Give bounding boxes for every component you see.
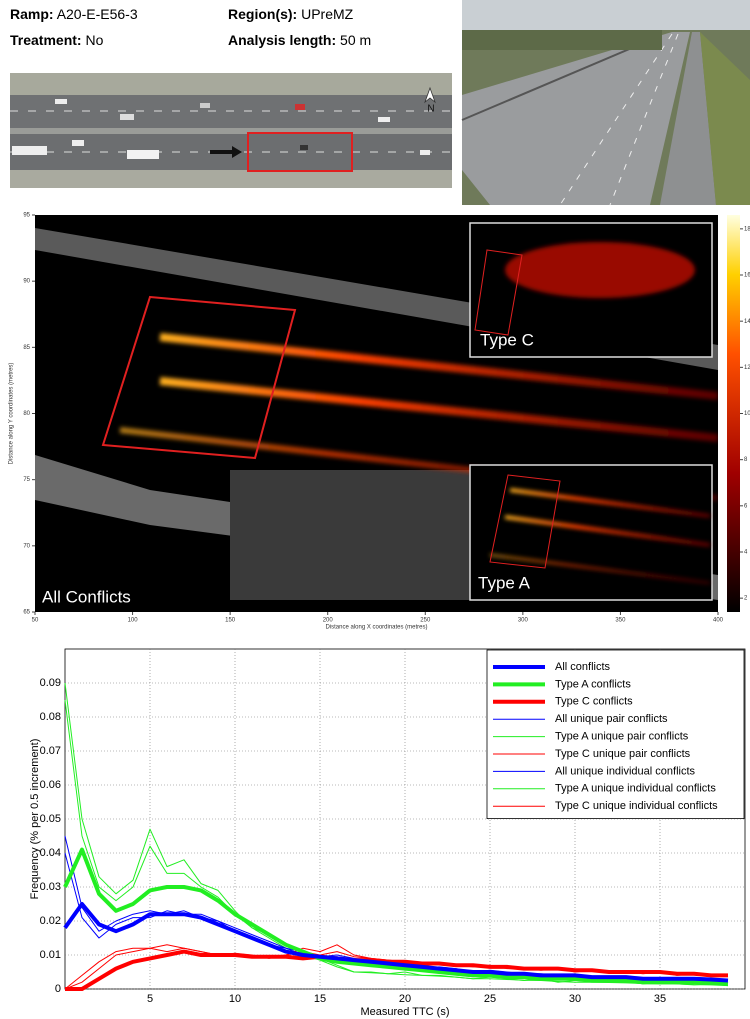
colorbar-tick-label: 14 — [744, 319, 750, 325]
y-tick-label: 70 — [23, 543, 30, 549]
north-label: N — [427, 104, 434, 115]
colorbar-tick-label: 8 — [744, 457, 748, 463]
series-line — [63, 847, 729, 986]
length-value: 50 m — [340, 32, 371, 48]
y-tick-label: 0.06 — [40, 779, 61, 791]
ramp-line: Ramp: A20-E-E56-3 — [10, 6, 138, 22]
y-tick-label: 0.03 — [40, 881, 61, 893]
length-label: Analysis length: — [228, 32, 336, 48]
y-tick-label: 0.01 — [40, 949, 61, 961]
x-tick-label: 350 — [615, 618, 626, 624]
panel-label: Type A — [478, 573, 531, 592]
legend-box — [486, 649, 745, 820]
x-tick-label: 10 — [229, 993, 241, 1005]
colorbar-tick-label: 18 — [744, 226, 750, 232]
legend-label: Type A conflicts — [555, 678, 631, 690]
ramp-value: A20-E-E56-3 — [57, 6, 138, 22]
colorbar-tick-label: 2 — [744, 596, 748, 602]
legend-label: Type C unique pair conflicts — [555, 748, 691, 760]
treatment-line: Treatment: No — [10, 32, 104, 48]
y-tick-label: 0.09 — [40, 677, 61, 689]
series-line — [64, 699, 729, 987]
region-label: Region(s): — [228, 6, 297, 22]
legend-label: All conflicts — [555, 661, 611, 673]
legend-label: All unique individual conflicts — [555, 765, 696, 777]
length-line: Analysis length: 50 m — [228, 32, 371, 48]
y-tick-label: 80 — [23, 411, 30, 417]
x-tick-label: 100 — [128, 618, 139, 624]
x-axis-label: Distance along X coordinates (metres) — [325, 625, 427, 631]
x-tick-label: 20 — [399, 993, 411, 1005]
panel-label: All Conflicts — [42, 587, 131, 606]
series-line — [65, 949, 728, 991]
x-tick-label: 150 — [225, 618, 236, 624]
y-tick-label: 0.08 — [40, 711, 61, 723]
treatment-label: Treatment: — [10, 32, 82, 48]
colorbar-tick-label: 10 — [744, 411, 750, 417]
x-tick-label: 50 — [32, 618, 39, 624]
y-tick-label: 0.07 — [40, 745, 61, 757]
x-tick-label: 5 — [147, 993, 153, 1005]
colorbar-tick-label: 16 — [744, 273, 750, 279]
x-tick-label: 25 — [484, 993, 496, 1005]
region-line: Region(s): UPreMZ — [228, 6, 354, 22]
legend-label: Type A unique pair conflicts — [555, 731, 689, 743]
y-tick-label: 65 — [23, 610, 30, 616]
y-tick-label: 0.02 — [40, 915, 61, 927]
y-tick-label: 0.04 — [40, 847, 61, 859]
x-tick-label: 400 — [713, 618, 724, 624]
x-tick-label: 250 — [420, 618, 431, 624]
legend-label: All unique pair conflicts — [555, 713, 668, 725]
road-photo — [461, 0, 750, 206]
colorbar-tick-label: 6 — [744, 503, 748, 509]
treatment-value: No — [85, 32, 103, 48]
x-tick-label: 300 — [518, 618, 529, 624]
heatmap-image — [35, 215, 718, 612]
region-value: UPreMZ — [301, 6, 354, 22]
x-tick-label: 15 — [314, 993, 326, 1005]
series-line — [63, 902, 729, 983]
y-tick-label: 0 — [55, 983, 61, 995]
legend-label: Type A unique individual conflicts — [555, 783, 716, 795]
colorbar-tick-label: 12 — [744, 365, 750, 371]
ramp-label: Ramp: — [10, 6, 54, 22]
legend-label: Type C unique individual conflicts — [555, 800, 718, 812]
colorbar — [727, 215, 740, 612]
legend-label: Type C conflicts — [555, 696, 633, 708]
x-tick-label: 200 — [323, 618, 334, 624]
aerial-photo: N — [10, 73, 452, 188]
y-tick-label: 0.05 — [40, 813, 61, 825]
x-axis-label: Measured TTC (s) — [360, 1006, 449, 1018]
y-tick-label: 90 — [23, 279, 30, 285]
y-axis-label: Distance along Y coordinates (metres) — [9, 363, 15, 465]
y-tick-label: 95 — [23, 213, 30, 219]
x-tick-label: 35 — [654, 993, 666, 1005]
y-tick-label: 75 — [23, 477, 30, 483]
y-axis-label: Frequency (% per 0.5 increment) — [29, 739, 41, 900]
x-tick-label: 30 — [569, 993, 581, 1005]
panel-label: Type C — [480, 330, 534, 349]
y-tick-label: 85 — [23, 345, 30, 351]
colorbar-tick-label: 4 — [744, 550, 748, 556]
